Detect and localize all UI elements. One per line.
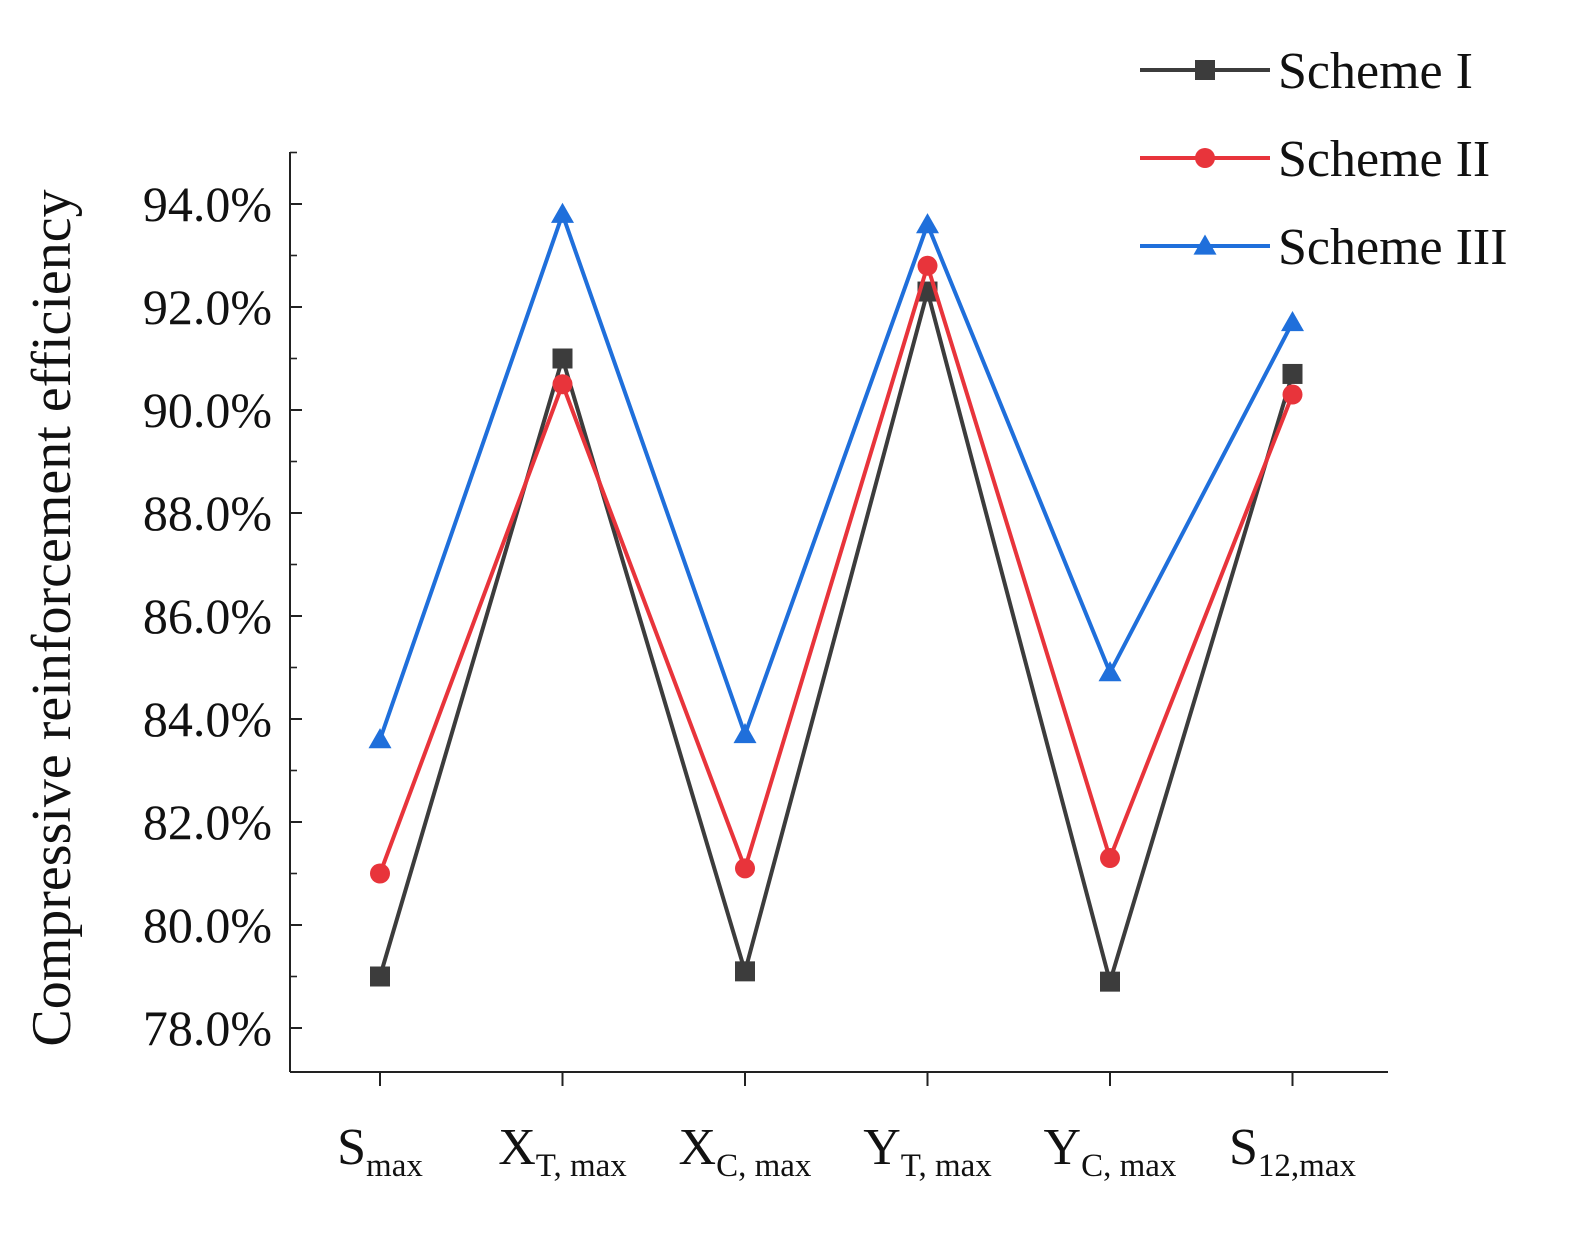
data-point bbox=[1100, 971, 1120, 992]
legend-marker bbox=[1195, 60, 1215, 80]
y-tick-label: 88.0% bbox=[143, 485, 272, 541]
legend-label: Scheme I bbox=[1278, 43, 1473, 100]
legend-item-2: Scheme II bbox=[1140, 131, 1490, 188]
data-point bbox=[1281, 310, 1304, 332]
data-point bbox=[916, 213, 939, 234]
series-1 bbox=[370, 281, 1303, 992]
legend-label: Scheme III bbox=[1278, 219, 1508, 276]
data-point bbox=[1098, 661, 1122, 682]
data-point bbox=[1100, 848, 1120, 869]
series-line bbox=[378, 258, 1295, 875]
data-point bbox=[917, 255, 938, 276]
y-tick-label: 92.0% bbox=[143, 279, 272, 335]
data-point bbox=[551, 202, 574, 223]
data-point bbox=[1282, 363, 1303, 384]
legend-marker bbox=[1193, 234, 1217, 255]
y-tick-label: 94.0% bbox=[143, 176, 272, 232]
data-point bbox=[735, 858, 755, 879]
axes: 78.0% 80.0% 82.0% 84.0% 86.0% 88.0% 90.0% 92.0%… bbox=[143, 151, 1388, 1184]
series-layer bbox=[368, 202, 1304, 992]
legend-item-1: Scheme I bbox=[1140, 43, 1473, 100]
data-point bbox=[733, 722, 757, 744]
data-point bbox=[370, 966, 390, 987]
x-tick-label: XT, max bbox=[498, 1119, 627, 1184]
x-tick-label: S12,max bbox=[1229, 1119, 1356, 1184]
data-point bbox=[552, 348, 573, 369]
data-point bbox=[1282, 384, 1303, 405]
data-point bbox=[368, 728, 392, 749]
y-axis-label: Compressive reinforcement efficiency bbox=[21, 189, 83, 1046]
x-tick-label: Smax bbox=[337, 1119, 423, 1184]
data-point bbox=[370, 863, 390, 884]
legend-marker bbox=[1195, 148, 1215, 168]
y-tick-label: 80.0% bbox=[143, 897, 272, 953]
y-tick-label: 78.0% bbox=[143, 1000, 272, 1056]
series-line bbox=[378, 283, 1295, 990]
x-tick-label: YC, max bbox=[1044, 1119, 1177, 1184]
x-tick-label: YT, max bbox=[863, 1119, 992, 1184]
legend: Scheme I Scheme II Scheme III bbox=[1140, 43, 1508, 276]
y-tick-label: 84.0% bbox=[143, 691, 272, 747]
data-point bbox=[552, 374, 573, 395]
series-3 bbox=[368, 202, 1304, 749]
y-tick-label: 90.0% bbox=[143, 382, 272, 438]
legend-label: Scheme II bbox=[1278, 131, 1490, 188]
x-tick-label: XC, max bbox=[679, 1119, 812, 1184]
y-tick-label: 82.0% bbox=[143, 794, 272, 850]
legend-item-3: Scheme III bbox=[1140, 219, 1508, 276]
series-2 bbox=[370, 255, 1303, 884]
y-tick-label: 86.0% bbox=[143, 588, 272, 644]
series-line bbox=[378, 208, 1295, 741]
data-point bbox=[735, 961, 755, 982]
